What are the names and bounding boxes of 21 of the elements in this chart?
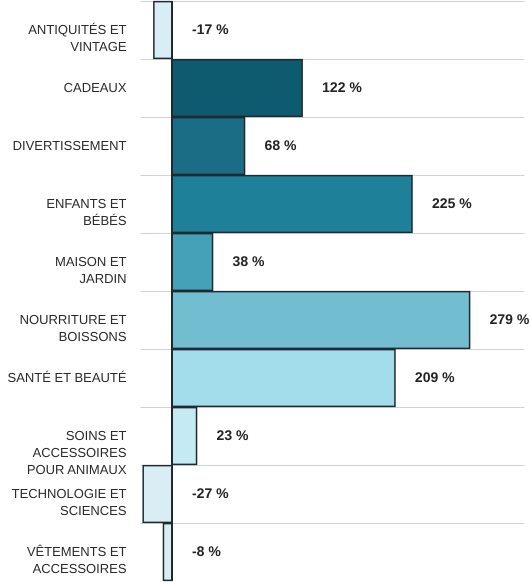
y-tick-label: SANTÉ ET BEAUTÉ [8, 370, 127, 385]
data-label: 225 % [432, 195, 472, 211]
y-tick-label: TECHNOLOGIE ET SCIENCES [12, 486, 127, 518]
data-label: 209 % [414, 369, 456, 385]
data-label: 122 % [322, 79, 362, 95]
data-label: 38 % [232, 253, 265, 269]
y-tick-label: ENFANTS ET BÉBÉS [46, 196, 127, 228]
data-label: -8 % [192, 543, 222, 559]
data-label: 23 % [216, 427, 249, 443]
y-tick-label: SOINS ET ACCESSOIRES POUR ANIMAUX [26, 428, 127, 477]
data-label: -17 % [192, 21, 230, 37]
y-tick-label: ANTIQUITÉS ET VINTAGE [28, 22, 127, 54]
y-tick-label: NOURRITURE ET BOISSONS [20, 312, 127, 344]
data-label: 279 % [490, 311, 530, 327]
data-label: -27 % [192, 485, 230, 501]
data-label: 68 % [264, 137, 297, 153]
y-tick-label: MAISON ET JARDIN [54, 254, 127, 286]
bar [153, 0, 173, 60]
y-tick-label: DIVERTISSEMENT [12, 138, 127, 153]
y-tick-label: CADEAUX [64, 80, 127, 95]
y-tick-label: VÊTEMENTS ET ACCESSOIRES [26, 544, 127, 576]
